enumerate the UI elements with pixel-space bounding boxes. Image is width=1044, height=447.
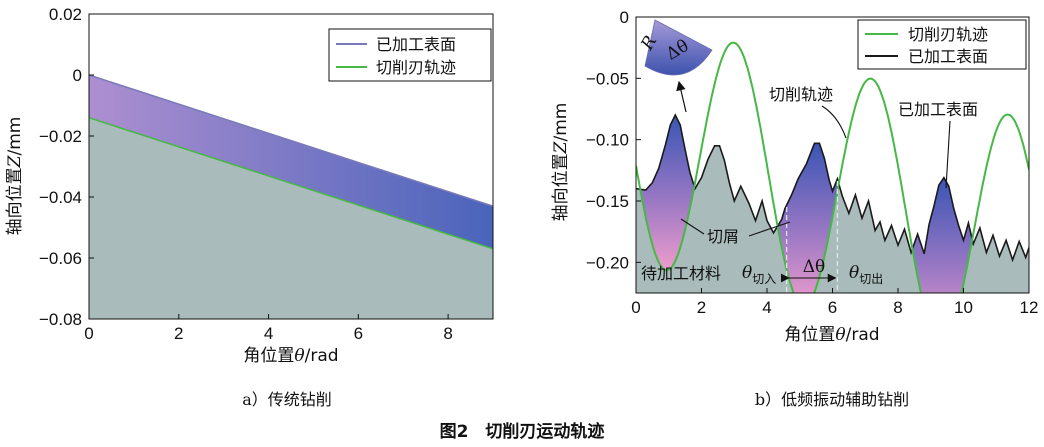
x-tick-label: 10 xyxy=(954,298,973,317)
axis-ticks: 0 2 4 6 8 10 12 0 −0.05 −0.10 −0.15 −0.20 xyxy=(586,8,1038,317)
y-axis-label: 轴向位置Z/mm xyxy=(5,117,25,236)
material-area xyxy=(89,117,493,319)
chip-leaders xyxy=(680,218,791,237)
legend: 切削刃轨迹 已加工表面 xyxy=(857,19,1027,70)
y-tick-label: −0.02 xyxy=(39,127,82,146)
x-tick-label: 4 xyxy=(762,298,771,317)
legend-label-edge: 切削刃轨迹 xyxy=(376,58,456,77)
chip-inset-wedge: R Δθ xyxy=(637,19,713,76)
panel-a: 0 2 4 6 8 0.02 0 −0.02 −0.04 −0.06 −0.08 已加工表面 切削刃… xyxy=(5,5,494,409)
x-tick-label: 12 xyxy=(1020,298,1039,317)
x-tick-label: 0 xyxy=(631,298,640,317)
figure-caption: 图2 切削刃运动轨迹 xyxy=(440,421,605,442)
plot-frame xyxy=(88,13,494,320)
panel-caption: b）低频振动辅助钻削 xyxy=(755,390,909,409)
x-tick-label: 2 xyxy=(174,324,183,343)
delta-theta-label: Δθ xyxy=(803,257,826,277)
legend: 已加工表面 切削刃轨迹 xyxy=(328,28,492,82)
x-tick-label: 8 xyxy=(893,298,902,317)
cutting-edge-line xyxy=(636,41,1029,293)
y-tick-label: −0.05 xyxy=(586,69,629,88)
chip-region xyxy=(640,115,695,271)
theta-in-label: θ切入 xyxy=(742,263,776,286)
axis-ticks: 0 2 4 6 8 0.02 0 −0.02 −0.04 −0.06 −0.08 xyxy=(39,5,453,343)
material-annotation: 待加工材料 xyxy=(641,264,721,283)
chip-regions xyxy=(640,115,972,293)
trajectory-leader xyxy=(821,105,847,139)
x-tick-label: 6 xyxy=(354,324,363,343)
x-tick-label: 4 xyxy=(264,324,273,343)
x-tick-label: 6 xyxy=(828,298,837,317)
x-tick-label: 0 xyxy=(84,324,93,343)
y-tick-label: −0.15 xyxy=(586,192,629,211)
surface-annotation: 已加工表面 xyxy=(898,100,978,119)
surface-leader xyxy=(945,120,951,189)
y-tick-label: 0 xyxy=(620,8,629,27)
x-tick-label: 8 xyxy=(443,324,452,343)
panel-caption: a）传统钻削 xyxy=(242,390,332,409)
machined-surface-line xyxy=(636,113,1029,263)
x-axis-label: 角位置θ/rad xyxy=(784,325,879,345)
y-tick-label: 0 xyxy=(73,66,82,85)
y-tick-label: −0.10 xyxy=(586,131,629,150)
trajectory-annotation: 切削轨迹 xyxy=(769,85,833,104)
legend-label-surface: 已加工表面 xyxy=(376,35,456,54)
x-tick-label: 2 xyxy=(697,298,706,317)
removed-band xyxy=(89,75,493,249)
y-tick-label: −0.04 xyxy=(39,188,82,207)
x-axis-label: 角位置θ/rad xyxy=(243,346,338,366)
panel-b: 0 2 4 6 8 10 12 0 −0.05 −0.10 −0.15 −0.20 R Δθ 切削刃轨… xyxy=(551,8,1038,409)
y-tick-label: −0.06 xyxy=(39,249,82,268)
chip-annotation: 切屑 xyxy=(707,227,739,246)
legend-label-surface: 已加工表面 xyxy=(908,47,988,66)
cutting-edge-line xyxy=(89,116,493,250)
y-axis-label: 轴向位置Z/mm xyxy=(551,103,571,222)
y-tick-label: −0.20 xyxy=(586,253,629,272)
machined-surface-line xyxy=(89,74,493,207)
y-tick-label: 0.02 xyxy=(49,5,82,24)
inset-arrow xyxy=(676,80,687,113)
theta-out-label: θ切出 xyxy=(849,263,883,286)
chip-region xyxy=(912,177,972,293)
y-tick-label: −0.08 xyxy=(39,310,82,329)
legend-label-edge: 切削刃轨迹 xyxy=(908,25,988,44)
chip-region xyxy=(777,143,839,293)
